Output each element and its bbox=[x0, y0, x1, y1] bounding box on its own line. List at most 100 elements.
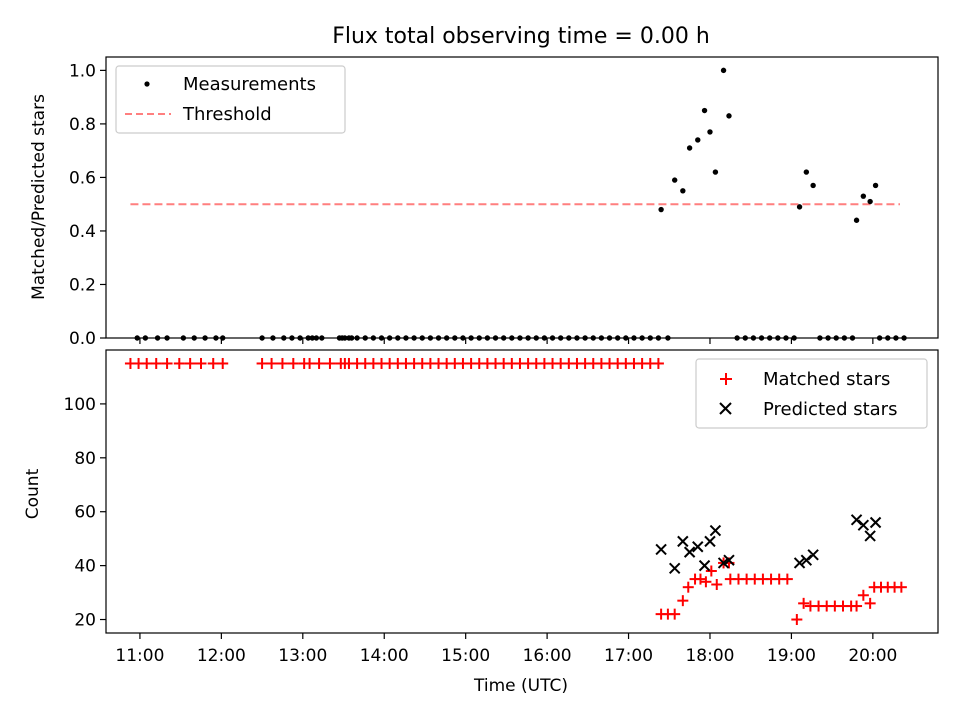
measurement-point bbox=[639, 335, 645, 341]
predicted-star-point bbox=[692, 541, 704, 553]
measurement-point bbox=[655, 335, 662, 341]
matched-star-point bbox=[161, 357, 173, 369]
bottom-y-tick-label: 60 bbox=[74, 503, 96, 523]
measurement-point bbox=[500, 335, 507, 341]
measurement-point bbox=[766, 335, 773, 341]
legend-measurements-label: Measurements bbox=[183, 74, 316, 95]
measurement-point bbox=[270, 335, 276, 341]
matched-star-point bbox=[700, 576, 712, 588]
bottom-y-tick-label: 100 bbox=[64, 395, 96, 415]
predicted-star-point bbox=[655, 543, 667, 556]
measurement-point bbox=[220, 335, 226, 341]
legend-matched-label: Matched stars bbox=[763, 369, 890, 390]
measurement-point bbox=[775, 335, 781, 341]
matched-star-point bbox=[705, 565, 717, 577]
measurement-point bbox=[525, 335, 531, 341]
top-y-axis-label: Matched/Predicted stars bbox=[29, 94, 49, 300]
measurement-point bbox=[411, 335, 417, 341]
measurement-point bbox=[680, 188, 686, 194]
legend-predicted-marker bbox=[719, 402, 732, 415]
measurement-point bbox=[860, 193, 867, 199]
measurement-point bbox=[574, 335, 580, 341]
measurement-point bbox=[134, 335, 140, 341]
bottom-x-tick-label: 15:00 bbox=[441, 646, 490, 666]
matched-star-point bbox=[682, 581, 694, 593]
bottom-x-tick-label: 19:00 bbox=[767, 646, 816, 666]
measurement-point bbox=[309, 335, 316, 341]
measurement-point bbox=[213, 335, 219, 341]
matched-star-point bbox=[276, 357, 288, 369]
bottom-x-tick-label: 17:00 bbox=[604, 646, 653, 666]
predicted-star-point bbox=[807, 549, 819, 561]
measurement-point bbox=[867, 198, 873, 205]
measurement-point bbox=[623, 335, 629, 341]
measurement-point bbox=[671, 177, 678, 183]
measurement-point bbox=[695, 137, 701, 143]
top-y-tick-label: 0.8 bbox=[69, 115, 96, 135]
bottom-y-tick-label: 20 bbox=[74, 611, 96, 631]
measurement-point bbox=[825, 335, 831, 341]
measurement-point bbox=[517, 335, 523, 341]
measurement-point bbox=[849, 335, 856, 341]
bottom-plot: 20 40 60 80 100 11:00 12:00 13:00 14:00 15:00 16:… bbox=[23, 349, 939, 696]
measurement-point bbox=[810, 182, 816, 189]
bottom-data-marks bbox=[124, 357, 907, 626]
measurement-point bbox=[281, 335, 287, 341]
matched-star-point bbox=[857, 589, 869, 601]
measurement-point bbox=[259, 335, 265, 341]
top-y-tick-label: 0.6 bbox=[69, 168, 96, 188]
legend-matched-marker bbox=[720, 373, 732, 385]
measurement-point bbox=[876, 335, 883, 341]
bottom-legend: Matched stars Predicted stars bbox=[695, 358, 928, 429]
bottom-legend-box bbox=[695, 358, 928, 429]
predicted-star-point bbox=[704, 535, 716, 548]
measurement-point bbox=[362, 335, 368, 341]
matched-star-point bbox=[195, 357, 207, 369]
bottom-x-tick-label: 11:00 bbox=[115, 646, 164, 666]
measurement-point bbox=[720, 67, 727, 74]
measurement-point bbox=[893, 335, 899, 341]
matched-star-point bbox=[669, 608, 681, 620]
measurement-point bbox=[647, 335, 653, 341]
predicted-star-point bbox=[857, 519, 870, 531]
bottom-x-tick-label: 14:00 bbox=[360, 646, 409, 666]
matched-star-point bbox=[324, 357, 336, 369]
predicted-star-point bbox=[723, 554, 735, 566]
measurement-point bbox=[533, 335, 539, 341]
predicted-star-point bbox=[683, 546, 696, 558]
measurement-point bbox=[452, 335, 458, 341]
measurement-point bbox=[395, 335, 401, 341]
top-y-axis: 0.0 0.2 0.4 0.6 0.8 1.0 bbox=[69, 61, 106, 349]
measurement-point bbox=[435, 335, 442, 341]
top-y-tick-label: 0.4 bbox=[69, 222, 96, 242]
measurement-point bbox=[386, 335, 393, 341]
matched-star-point bbox=[864, 597, 876, 609]
matched-star-point bbox=[711, 578, 723, 590]
measurement-point bbox=[342, 335, 348, 341]
measurement-point bbox=[901, 335, 907, 341]
measurement-point bbox=[378, 335, 385, 341]
measurement-point bbox=[750, 335, 757, 341]
measurement-point bbox=[509, 335, 515, 341]
bottom-x-tick-label: 18:00 bbox=[685, 646, 734, 666]
measurement-point bbox=[590, 335, 596, 341]
measurement-point bbox=[348, 335, 355, 341]
bottom-y-axis: 20 40 60 80 100 bbox=[64, 395, 106, 631]
measurement-point bbox=[606, 335, 613, 341]
top-plot: 0.0 0.2 0.4 0.6 0.8 1.0 Matched/Predicted sta… bbox=[29, 56, 939, 349]
measurement-point bbox=[297, 335, 303, 341]
top-data-marks bbox=[130, 67, 907, 341]
measurement-point bbox=[701, 107, 708, 114]
measurement-point bbox=[758, 335, 765, 341]
measurement-point bbox=[833, 335, 839, 341]
matched-star-point bbox=[173, 357, 185, 369]
measurement-point bbox=[460, 335, 466, 341]
matched-star-point bbox=[217, 357, 229, 369]
measurement-point bbox=[742, 335, 748, 341]
measurement-point bbox=[658, 206, 664, 213]
bottom-x-tick-label: 16:00 bbox=[523, 646, 572, 666]
measurement-point bbox=[476, 335, 482, 341]
measurement-point bbox=[305, 335, 311, 341]
legend-threshold-label: Threshold bbox=[182, 104, 272, 125]
legend-predicted-label: Predicted stars bbox=[763, 399, 897, 420]
